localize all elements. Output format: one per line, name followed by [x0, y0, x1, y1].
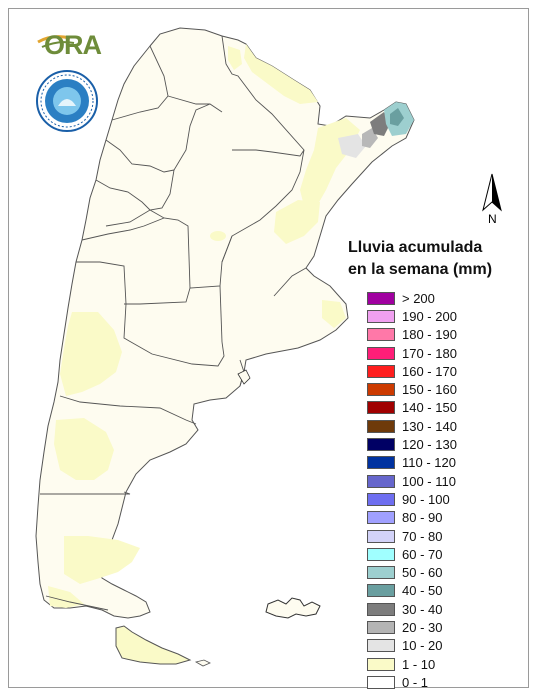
- legend-label: 1 - 10: [402, 656, 436, 672]
- legend-item: 60 - 70: [367, 545, 457, 563]
- islas-malvinas: [265, 597, 321, 619]
- isla-estados: [194, 659, 211, 667]
- legend-label: 20 - 30: [402, 619, 443, 635]
- legend-swatch: [367, 474, 395, 488]
- legend-swatch: [367, 419, 395, 433]
- legend-item: 40 - 50: [367, 582, 457, 600]
- legend-item: 130 - 140: [367, 417, 457, 435]
- legend-swatch: [367, 566, 395, 580]
- legend-swatch: [367, 328, 395, 342]
- legend-label: 130 - 140: [402, 418, 457, 434]
- legend: > 200 190 - 200 180 - 190 170 - 180 160 - 17…: [367, 289, 457, 692]
- legend-label: 10 - 20: [402, 638, 443, 654]
- legend-item: 170 - 180: [367, 344, 457, 362]
- legend-label: 40 - 50: [402, 583, 443, 599]
- legend-swatch: [367, 346, 395, 360]
- ora-logo: [37, 35, 75, 48]
- legend-label: 60 - 70: [402, 546, 443, 562]
- legend-item: 50 - 60: [367, 563, 457, 581]
- legend-label: 0 - 1: [402, 674, 429, 690]
- legend-item: 30 - 40: [367, 600, 457, 618]
- legend-swatch: [367, 291, 395, 305]
- legend-swatch: [367, 602, 395, 616]
- legend-item: 110 - 120: [367, 454, 457, 472]
- north-label: N: [488, 212, 497, 226]
- legend-swatch: [367, 620, 395, 634]
- legend-swatch: [367, 492, 395, 506]
- legend-item: 140 - 150: [367, 399, 457, 417]
- legend-swatch: [367, 675, 395, 689]
- legend-swatch: [367, 529, 395, 543]
- legend-item: 90 - 100: [367, 490, 457, 508]
- legend-item: 150 - 160: [367, 380, 457, 398]
- legend-item: 0 - 1: [367, 673, 457, 691]
- legend-label: > 200: [402, 290, 435, 306]
- ora-logo-text: ORA: [44, 30, 102, 60]
- legend-item: > 200: [367, 289, 457, 307]
- legend-swatch: [367, 309, 395, 323]
- legend-label: 160 - 170: [402, 363, 457, 379]
- legend-label: 180 - 190: [402, 327, 457, 343]
- legend-label: 170 - 180: [402, 345, 457, 361]
- legend-label: 100 - 110: [402, 473, 456, 489]
- legend-item: 1 - 10: [367, 655, 457, 673]
- legend-label: 70 - 80: [402, 528, 443, 544]
- legend-label: 110 - 120: [402, 455, 456, 471]
- legend-swatch: [367, 639, 395, 653]
- legend-label: 150 - 160: [402, 382, 457, 398]
- north-arrow-icon: [482, 173, 502, 212]
- legend-swatch: [367, 401, 395, 415]
- legend-title-line2: en la semana (mm): [348, 261, 493, 278]
- legend-label: 80 - 90: [402, 510, 443, 526]
- legend-item: 180 - 190: [367, 326, 457, 344]
- rainfall-shading: [48, 44, 414, 608]
- legend-swatch: [367, 547, 395, 561]
- province-borders: [40, 35, 307, 611]
- legend-item: 100 - 110: [367, 472, 457, 490]
- peninsula-valdes: [237, 369, 251, 385]
- legend-swatch: [367, 364, 395, 378]
- legend-swatch: [367, 657, 395, 671]
- legend-swatch: [367, 456, 395, 470]
- legend-swatch: [367, 584, 395, 598]
- legend-label: 50 - 60: [402, 565, 443, 581]
- legend-item: 70 - 80: [367, 527, 457, 545]
- smn-seal-icon: [36, 70, 98, 132]
- legend-item: 20 - 30: [367, 618, 457, 636]
- legend-title-line1: Lluvia acumulada: [348, 239, 483, 256]
- legend-label: 90 - 100: [402, 491, 450, 507]
- tierra-del-fuego: [115, 625, 192, 665]
- legend-swatch: [367, 438, 395, 452]
- legend-label: 30 - 40: [402, 601, 443, 617]
- legend-title: Lluvia acumulada en la semana (mm): [348, 237, 528, 281]
- legend-label: 140 - 150: [402, 400, 457, 416]
- legend-swatch: [367, 383, 395, 397]
- legend-item: 160 - 170: [367, 362, 457, 380]
- legend-item: 120 - 130: [367, 435, 457, 453]
- legend-item: 190 - 200: [367, 307, 457, 325]
- legend-item: 10 - 20: [367, 637, 457, 655]
- legend-item: 80 - 90: [367, 509, 457, 527]
- legend-label: 190 - 200: [402, 308, 457, 324]
- legend-label: 120 - 130: [402, 437, 457, 453]
- legend-swatch: [367, 511, 395, 525]
